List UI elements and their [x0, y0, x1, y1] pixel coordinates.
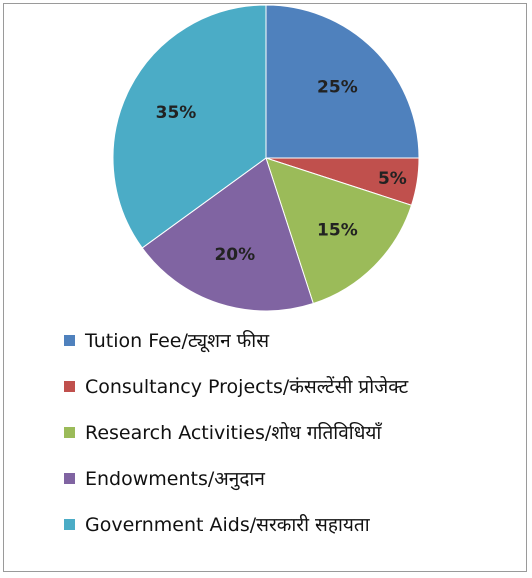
slice-value-label: 15%: [317, 220, 358, 240]
pie-slice: [141, 157, 314, 312]
pie-slice: [265, 4, 420, 159]
legend-swatch: [64, 334, 75, 346]
legend-label: Endowments/अनुदान: [85, 468, 265, 490]
legend-item: Research Activities/शोध गतिविधियाँ: [64, 414, 408, 450]
slice-value-label: 35%: [156, 103, 197, 123]
slice-value-label: 20%: [214, 245, 255, 265]
pie-slice: [265, 157, 413, 305]
pie-chart: 25% 5% 15% 20% 35%: [112, 4, 420, 312]
legend-swatch: [64, 380, 75, 392]
legend-swatch: [64, 472, 75, 484]
legend-label: Consultancy Projects/कंसल्टेंसी प्रोजेक्…: [85, 376, 409, 398]
legend-item: Endowments/अनुदान: [64, 460, 408, 496]
legend-swatch: [64, 426, 75, 438]
legend-label: Tution Fee/ट्यूशन फीस: [85, 330, 270, 352]
legend-item: Consultancy Projects/कंसल्टेंसी प्रोजेक्…: [64, 368, 408, 404]
legend-label: Research Activities/शोध गतिविधियाँ: [85, 422, 382, 444]
slice-value-label: 5%: [378, 169, 407, 189]
chart-legend: Tution Fee/ट्यूशन फीस Consultancy Projec…: [64, 322, 408, 552]
legend-item: Tution Fee/ट्यूशन फीस: [64, 322, 408, 358]
slice-value-label: 25%: [317, 78, 358, 98]
legend-item: Government Aids/सरकारी सहायता: [64, 506, 408, 542]
legend-swatch: [64, 518, 75, 530]
pie-slice: [112, 4, 267, 249]
legend-label: Government Aids/सरकारी सहायता: [85, 514, 370, 536]
